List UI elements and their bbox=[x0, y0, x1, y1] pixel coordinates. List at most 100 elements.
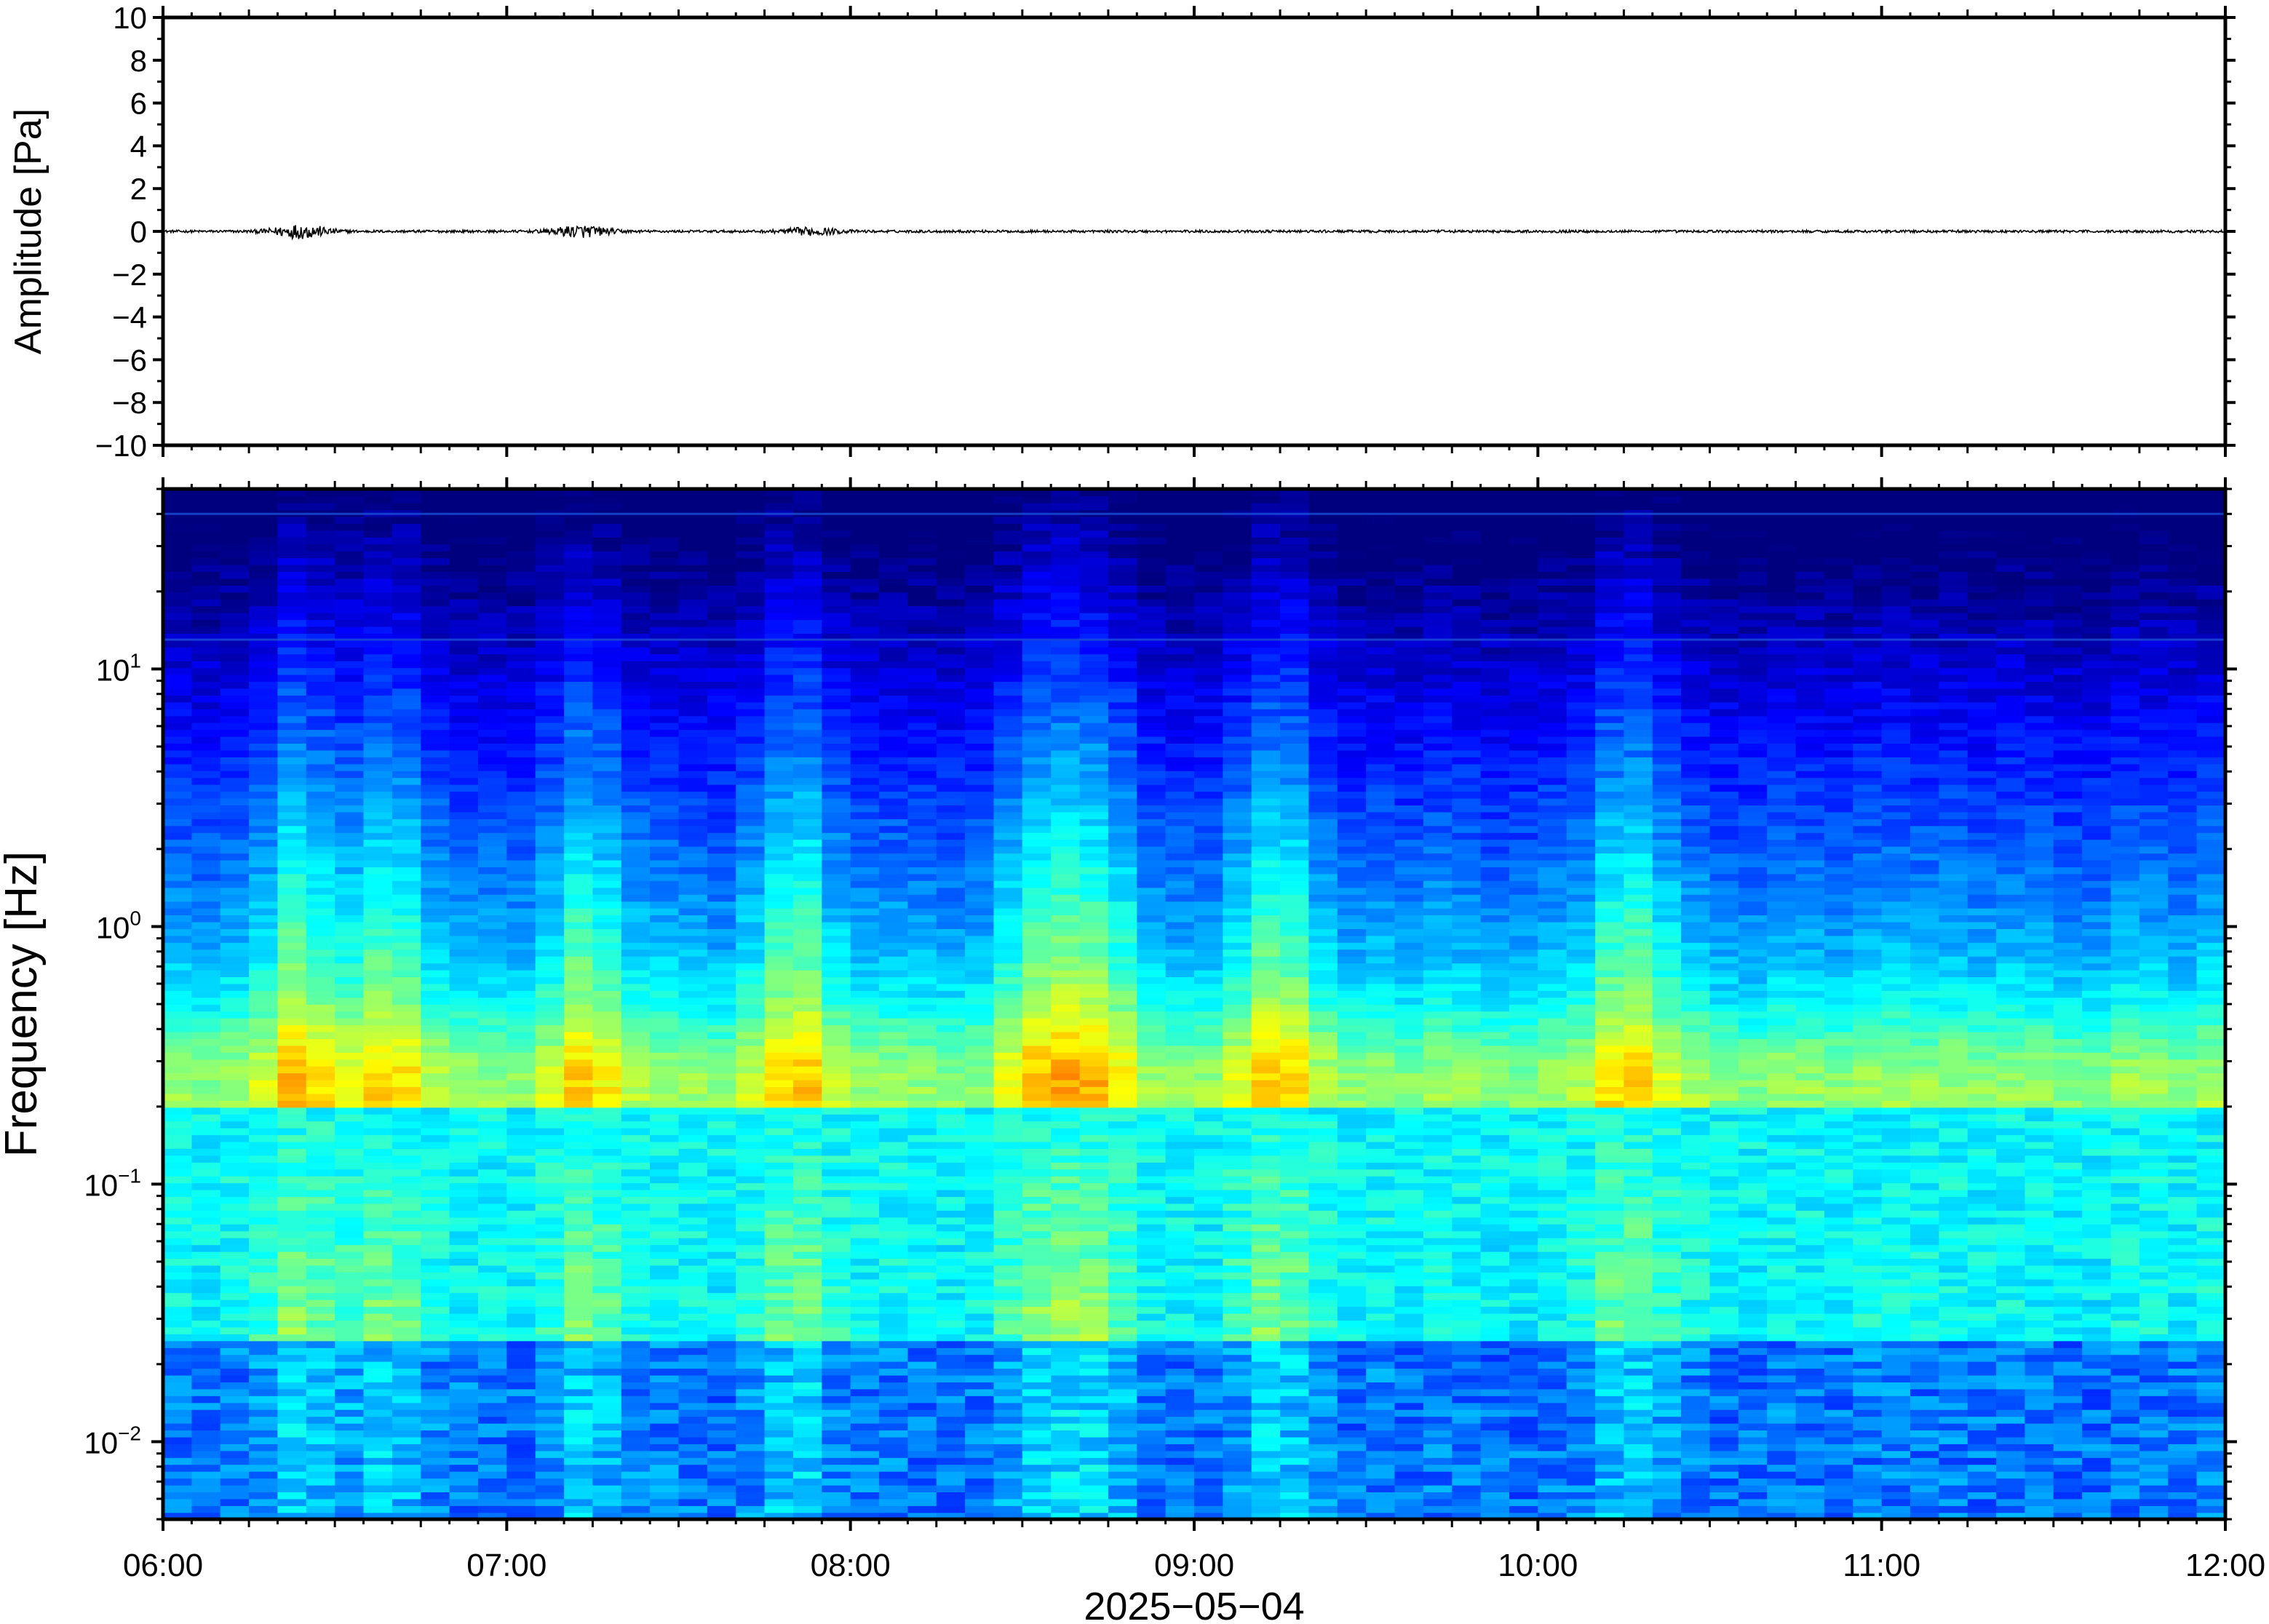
spectrogram-cell bbox=[1795, 1313, 1825, 1321]
spectrogram-cell bbox=[1394, 1450, 1424, 1458]
spectrogram-cell bbox=[392, 1196, 422, 1204]
spectrogram-cell bbox=[421, 1292, 450, 1300]
spectrogram-cell bbox=[1910, 1224, 1940, 1232]
spectrogram-cell bbox=[1996, 1402, 2026, 1410]
spectrogram-cell bbox=[1394, 1292, 1424, 1300]
spectrogram-cell bbox=[277, 1326, 307, 1334]
spectrogram-cell bbox=[678, 1484, 708, 1492]
spectrogram-cell bbox=[1137, 1251, 1167, 1259]
spectrogram-cell bbox=[1767, 1436, 1797, 1444]
spectrogram-cell bbox=[1939, 1272, 1968, 1280]
spectrogram-cell bbox=[1251, 1176, 1281, 1184]
spectrogram-cell bbox=[1681, 1182, 1711, 1190]
spectrogram-cell bbox=[392, 1176, 422, 1184]
spectrogram-cell bbox=[1738, 1492, 1768, 1500]
spectrogram-cell bbox=[363, 1141, 393, 1149]
spectrogram-cell bbox=[1767, 1326, 1797, 1334]
spectrogram-cell bbox=[1652, 1134, 1682, 1142]
spectrogram-cell bbox=[1337, 1244, 1367, 1252]
spectrogram-cell bbox=[421, 1484, 450, 1492]
spectrogram-cell bbox=[993, 1409, 1023, 1417]
spectrogram-cell bbox=[306, 1238, 335, 1246]
spectrogram-cell bbox=[764, 1224, 794, 1232]
spectrogram-cell bbox=[736, 1203, 766, 1211]
spectrogram-cell bbox=[993, 1402, 1023, 1410]
spectrogram-cell bbox=[1251, 1512, 1281, 1519]
spectrogram-cell bbox=[363, 1066, 393, 1074]
spectrogram-cell bbox=[1509, 1203, 1539, 1211]
spectrogram-cell bbox=[2082, 1396, 2112, 1404]
spectrogram-cell bbox=[1137, 1436, 1167, 1444]
spectrogram-cell bbox=[564, 1189, 594, 1198]
spectrogram-cell bbox=[1423, 1498, 1453, 1506]
spectrogram-cell bbox=[1251, 1320, 1281, 1328]
spectrogram-cell bbox=[535, 1292, 565, 1300]
spectrogram-cell bbox=[1624, 1224, 1653, 1232]
spectrogram-cell bbox=[1967, 1272, 1997, 1280]
spectrogram-cell bbox=[1881, 1512, 1911, 1519]
spectrogram-cell bbox=[1079, 1127, 1109, 1136]
spectrogram-cell bbox=[2110, 1272, 2140, 1280]
spectrogram-cell bbox=[306, 1320, 335, 1328]
spectrogram-cell bbox=[449, 1210, 479, 1218]
spectrogram-cell bbox=[478, 1100, 508, 1108]
spectrogram-cell bbox=[1595, 1066, 1625, 1074]
spectrogram-cell bbox=[1652, 1258, 1682, 1266]
spectrogram-cell bbox=[191, 1127, 221, 1136]
spectrogram-cell bbox=[2110, 1444, 2140, 1452]
spectrogram-cell bbox=[1652, 1444, 1682, 1452]
spectrogram-cell bbox=[1566, 1244, 1596, 1252]
spectrogram-cell bbox=[764, 1444, 794, 1452]
spectrogram-cell bbox=[1624, 1189, 1653, 1198]
spectrogram-cell bbox=[1824, 1272, 1854, 1280]
spectrogram-cell bbox=[1194, 1396, 1224, 1404]
spectrogram-cell bbox=[1939, 1162, 1968, 1170]
spectrogram-cell bbox=[2139, 1127, 2169, 1136]
spectrogram-cell bbox=[277, 1114, 307, 1122]
spectrogram-cell bbox=[592, 1176, 622, 1184]
spectrogram-cell bbox=[1223, 1470, 1252, 1479]
spectrogram-cell bbox=[1423, 1127, 1453, 1136]
spectrogram-cell bbox=[1108, 1450, 1138, 1458]
spectrogram-cell bbox=[1137, 1244, 1167, 1252]
spectrogram-cell bbox=[993, 1498, 1023, 1506]
spectrogram-cell bbox=[1480, 1141, 1510, 1149]
spectrogram-cell bbox=[1480, 1396, 1510, 1404]
spectrogram-cell bbox=[1394, 1265, 1424, 1273]
spectrogram-cell bbox=[907, 1299, 937, 1307]
spectrogram-cell bbox=[707, 1326, 737, 1334]
spectrogram-cell bbox=[2082, 1224, 2112, 1232]
spectrogram-cell bbox=[965, 1450, 995, 1458]
spectrogram-cell bbox=[506, 1450, 536, 1458]
spectrogram-cell bbox=[1853, 1066, 1883, 1074]
spectrogram-cell bbox=[1079, 1444, 1109, 1452]
spectrogram-cell bbox=[1223, 1388, 1252, 1396]
spectrogram-cell bbox=[2053, 1470, 2083, 1479]
spectrogram-cell bbox=[1939, 1492, 1968, 1500]
spectrogram-cell bbox=[1223, 1155, 1252, 1163]
spectrogram-cell bbox=[1366, 1251, 1396, 1259]
spectrogram-cell bbox=[1738, 1072, 1768, 1080]
spectrogram-cell bbox=[650, 1169, 680, 1177]
spectrogram-cell bbox=[564, 1107, 594, 1115]
spectrogram-cell bbox=[1738, 1348, 1768, 1356]
spectrogram-cell bbox=[392, 1470, 422, 1479]
spectrogram-cell bbox=[736, 1326, 766, 1334]
spectrogram-cell bbox=[707, 1436, 737, 1444]
spectrogram-cell bbox=[535, 1340, 565, 1348]
spectrogram-cell bbox=[1337, 1326, 1367, 1334]
spectrogram-cell bbox=[335, 1505, 365, 1513]
spectrogram-cell bbox=[163, 1155, 193, 1163]
spectrogram-cell bbox=[1538, 1114, 1567, 1122]
spectrogram-cell bbox=[277, 1368, 307, 1376]
spectrogram-cell bbox=[506, 1169, 536, 1177]
spectrogram-cell bbox=[363, 1470, 393, 1479]
spectrogram-cell bbox=[1967, 1450, 1997, 1458]
spectrogram-cell bbox=[277, 1464, 307, 1472]
spectrogram-cell bbox=[1394, 1416, 1424, 1424]
spectrogram-cell bbox=[1881, 1278, 1911, 1286]
spectrogram-cell bbox=[1165, 1478, 1195, 1486]
spectrogram-cell bbox=[907, 1066, 937, 1074]
spectrogram-cell bbox=[220, 1416, 250, 1424]
